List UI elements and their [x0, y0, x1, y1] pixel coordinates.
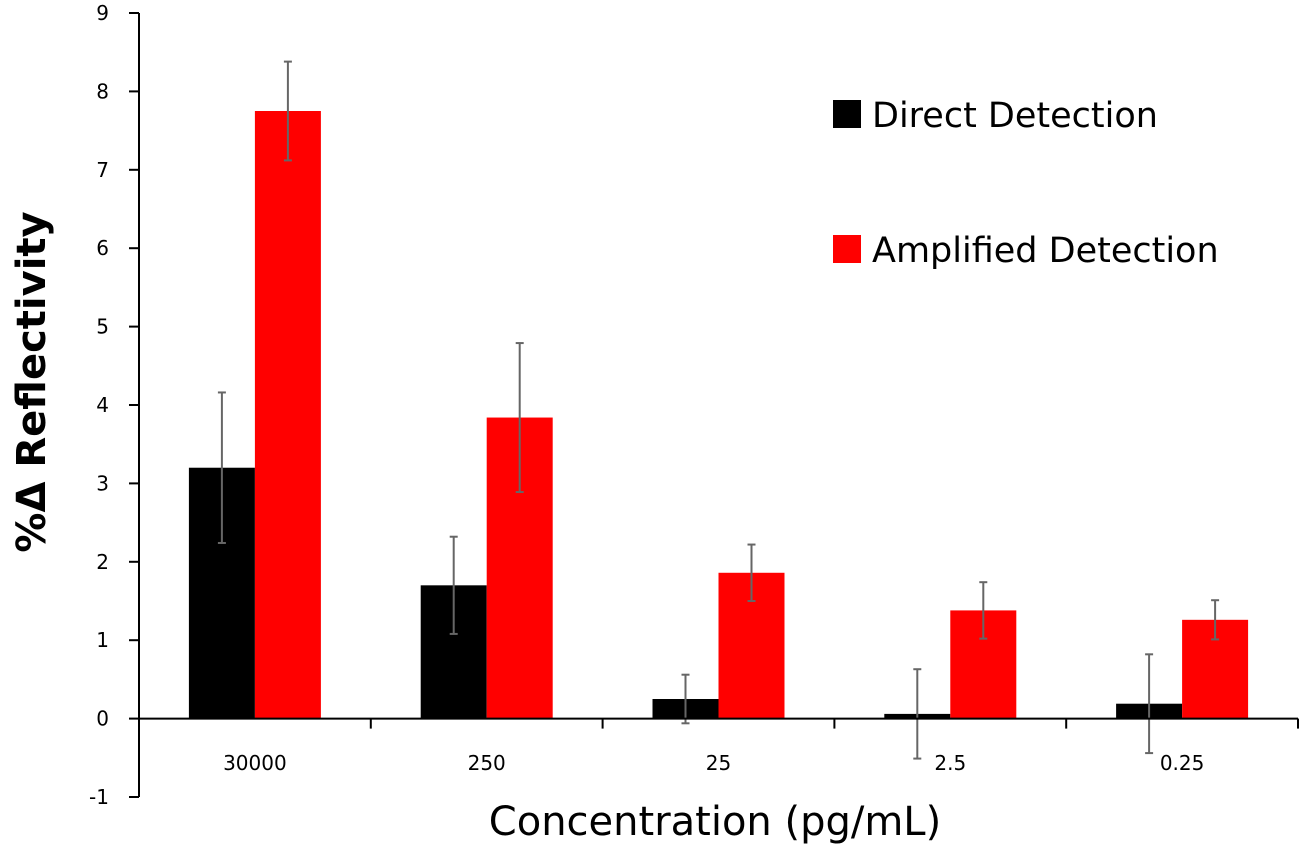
y-axis-label: %Δ Reflectivity	[9, 211, 55, 552]
legend: Direct Detection Amplified Detection	[833, 96, 1219, 271]
error-bar	[681, 673, 690, 725]
error-bar	[449, 535, 458, 635]
legend-label-direct: Direct Detection	[872, 96, 1158, 136]
bar-amplified	[254, 111, 321, 719]
x-tick-label: 25	[706, 751, 731, 775]
error-bar	[747, 543, 756, 602]
legend-label-amplified: Amplified Detection	[872, 231, 1219, 271]
error-bar	[515, 342, 524, 494]
y-tick-label: 8	[96, 79, 109, 103]
error-bar	[979, 581, 988, 640]
error-bar	[217, 391, 226, 544]
bars	[188, 60, 1249, 760]
x-tick-label: 0.25	[1160, 751, 1205, 775]
x-tick-label: 250	[468, 751, 506, 775]
y-tick-label: 0	[96, 707, 109, 731]
error-bar	[283, 60, 292, 162]
error-bar	[1145, 653, 1154, 755]
y-tick-label: -1	[89, 785, 109, 809]
y-tick-label: 3	[96, 471, 109, 495]
y-tick-label: 1	[96, 628, 109, 652]
y-tick-label: 2	[96, 550, 109, 574]
y-tick-label: 5	[96, 315, 109, 339]
axes: -1 0 1 2 3 4 5 6 7 8 9 30000 250 25 2.5 0.25	[89, 1, 1299, 809]
error-bar	[1211, 599, 1220, 641]
x-axis-label: Concentration (pg/mL)	[489, 799, 941, 845]
y-tick-label: 6	[96, 236, 109, 260]
error-bar	[913, 668, 922, 760]
legend-swatch-direct	[833, 100, 861, 128]
y-tick-label: 9	[96, 1, 109, 25]
y-tick-label: 4	[96, 393, 109, 417]
x-tick-label: 30000	[223, 751, 287, 775]
x-tick-label: 2.5	[934, 751, 966, 775]
y-tick-label: 7	[96, 158, 109, 182]
legend-swatch-amplified	[833, 235, 861, 263]
